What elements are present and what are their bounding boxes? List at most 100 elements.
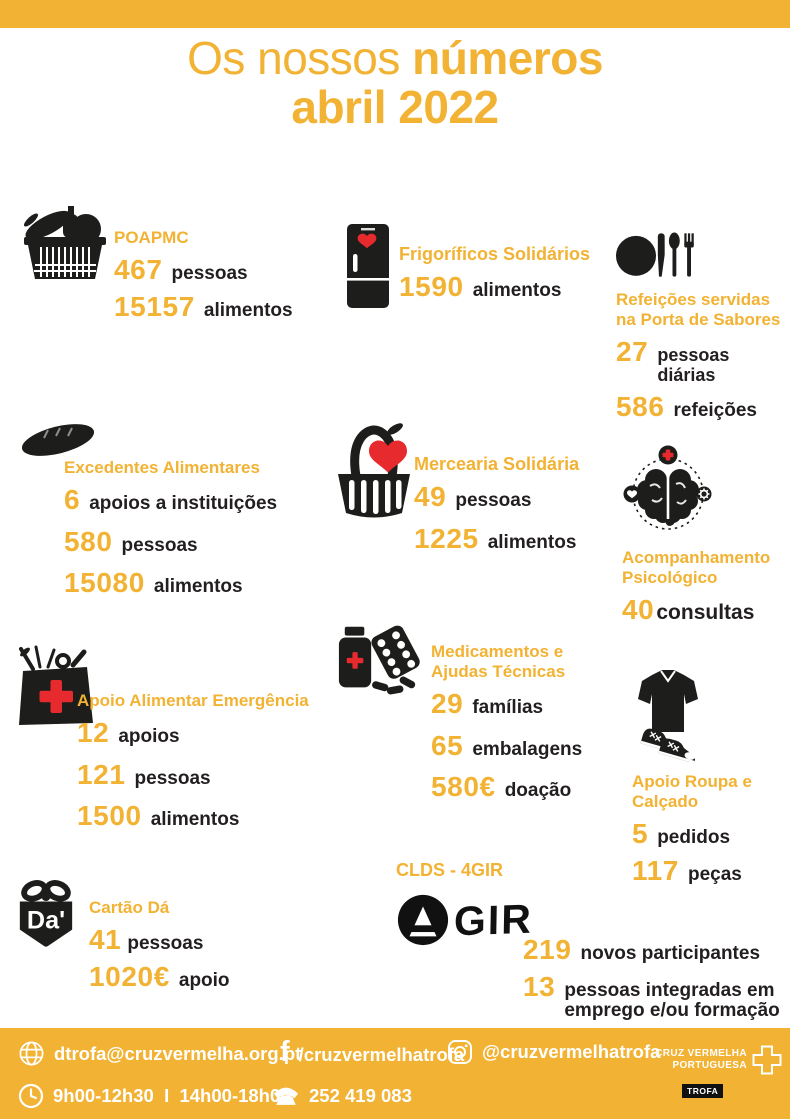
- grocery-basket-icon: [338, 423, 410, 518]
- stat-unit: pessoas: [121, 534, 198, 556]
- stat-unit: doação: [504, 780, 572, 802]
- footer-hours: 9h00-12h30 I 14h00-18h00: [18, 1083, 291, 1109]
- medicine-icon: [338, 625, 420, 695]
- section-psicologico: Acompanhamento Psicológico 40 consultas: [622, 444, 782, 625]
- cartao-da-text: Cartão Dá 41 pessoas 1020€ apoio: [89, 898, 230, 991]
- cvp-row: CRUZ VERMELHA PORTUGUESA: [646, 1044, 782, 1076]
- instagram-handle: @cruzvermelhatrofa: [482, 1041, 661, 1062]
- poapmc-text: POAPMC 467 pessoas 15157 alimentos: [114, 228, 293, 321]
- plate-cutlery-icon: [616, 232, 694, 277]
- section-label: Refeições servidas na Porta de Sabores: [616, 290, 781, 330]
- facebook-handle: /cruzvermelhatrofa: [298, 1043, 465, 1065]
- stat-value: 586: [616, 390, 665, 422]
- section-frigorificos: Frigoríficos Solidários 1590 alimentos: [345, 222, 590, 310]
- page-title: Os nossos números abril 2022: [0, 34, 790, 132]
- bread-icon: [21, 424, 95, 456]
- stat-row: 1020€ apoio: [89, 960, 230, 992]
- stat-unit: novos participantes: [580, 943, 761, 964]
- fridge-icon: [347, 224, 389, 308]
- section-clds: CLDS - 4GIR GIR: [396, 860, 533, 947]
- stat-row: 1590 alimentos: [399, 273, 590, 302]
- gift-card-icon: Da': [19, 880, 73, 947]
- stat-row: 41 pessoas: [89, 926, 230, 955]
- agir-logo: GIR: [396, 893, 533, 947]
- excedentes-text: Excedentes Alimentares 6 apoios a instit…: [64, 458, 277, 598]
- stat-unit: pessoas: [455, 490, 532, 512]
- instagram-icon: [448, 1040, 472, 1064]
- stat-row: 12 apoios: [77, 719, 337, 748]
- stat-unit: pessoas: [134, 767, 211, 789]
- stat-unit: pedidos: [657, 827, 731, 849]
- stat-value: 13: [523, 970, 556, 1002]
- section-excedentes: Excedentes Alimentares 6 apoios a instit…: [18, 416, 277, 598]
- section-refeicoes: Refeições servidas na Porta de Sabores 2…: [616, 228, 788, 421]
- stat-row: 49 pessoas: [414, 483, 579, 512]
- stat-value: 5: [632, 818, 649, 850]
- section-medicamentos: Medicamentos e Ajudas Técnicas 29 famíli…: [335, 620, 582, 802]
- agir-a-icon: [397, 895, 449, 946]
- stat-value: 580: [64, 525, 113, 557]
- brain-psychology-icon: [623, 445, 712, 530]
- stat-row: 6 apoios a instituições: [64, 486, 277, 515]
- section-emergencia: Apoio Alimentar Emergência 12 apoios 121…: [13, 643, 309, 830]
- stat-value: 29: [431, 688, 464, 720]
- agir-gir-text: GIR: [453, 895, 534, 945]
- stat-unit: apoio: [178, 969, 230, 991]
- stat-unit: pessoas: [127, 933, 204, 955]
- stat-unit: refeições: [673, 399, 757, 421]
- stat-row: 117 peças: [632, 856, 782, 886]
- stat-unit: famílias: [472, 697, 544, 719]
- stat-row: 580 pessoas: [64, 525, 277, 557]
- stat-unit: peças: [687, 863, 742, 885]
- red-cross-outline-icon: [752, 1045, 782, 1075]
- section-label: Frigoríficos Solidários: [399, 244, 591, 264]
- title-bold: números: [412, 32, 603, 84]
- stat-row: 586 refeições: [616, 390, 788, 422]
- section-label: Apoio Alimentar Emergência: [77, 691, 309, 710]
- title-light: Os nossos: [187, 32, 413, 84]
- top-accent-bar: [0, 0, 790, 28]
- cvp-org-line2: PORTUGUESA: [672, 1060, 747, 1071]
- mercearia-text: Mercearia Solidária 49 pessoas 1225 alim…: [414, 454, 579, 553]
- stat-value: 15080: [64, 567, 145, 599]
- stat-value: 121: [77, 758, 126, 790]
- stat-value: 1020€: [89, 960, 170, 992]
- section-label: CLDS - 4GIR: [396, 860, 504, 880]
- stat-unit: alimentos: [203, 299, 293, 321]
- stat-row: 467 pessoas: [114, 256, 293, 285]
- stat-value: 580€: [431, 771, 496, 803]
- stat-value: 12: [77, 717, 110, 749]
- section-roupa: Apoio Roupa e Calçado 5 pedidos 117 peça…: [632, 668, 782, 885]
- stat-row: 15157 alimentos: [114, 292, 293, 322]
- stat-value: 41: [89, 924, 122, 956]
- stat-value: 65: [431, 729, 464, 761]
- section-mercearia: Mercearia Solidária 49 pessoas 1225 alim…: [336, 418, 579, 553]
- section-label: Apoio Roupa e Calçado: [632, 772, 752, 812]
- stat-unit: alimentos: [150, 809, 240, 831]
- stat-unit: alimentos: [487, 531, 577, 553]
- stat-unit: consultas: [656, 601, 755, 625]
- section-label: Medicamentos e Ajudas Técnicas: [431, 642, 566, 682]
- stat-value: 6: [64, 484, 81, 516]
- section-cartao-da: Da' Cartão Dá 41 pessoas 1020€ apoio: [15, 878, 230, 991]
- section-label: POAPMC: [114, 228, 189, 247]
- globe-icon: [19, 1041, 44, 1066]
- clothes-shoes-icon: [638, 670, 698, 762]
- hours-text: 9h00-12h30 I 14h00-18h00: [53, 1085, 291, 1106]
- stat-value: 219: [523, 934, 572, 965]
- stat-unit: pessoas diárias: [657, 345, 730, 385]
- footer-phone: 252 419 083: [272, 1084, 412, 1107]
- section-label: Mercearia Solidária: [414, 454, 580, 474]
- title-line2: abril 2022: [291, 80, 499, 133]
- stat-unit: apoios a instituições: [89, 493, 278, 515]
- facebook-icon: f: [280, 1036, 290, 1068]
- section-poapmc: POAPMC 467 pessoas 15157 alimentos: [22, 203, 293, 321]
- footer-facebook: f /cruzvermelhatrofa: [280, 1036, 465, 1069]
- clds-stats: 219 novos participantes 13 pessoas integ…: [523, 928, 783, 1022]
- cvp-org-line1: CRUZ VERMELHA: [655, 1048, 747, 1059]
- stat-row: 40 consultas: [622, 596, 782, 625]
- stat-row: 1500 alimentos: [77, 802, 337, 831]
- stat-unit: pessoas integradas em emprego e/ou forma…: [564, 979, 780, 1022]
- stat-row: 580€ doação: [431, 773, 582, 802]
